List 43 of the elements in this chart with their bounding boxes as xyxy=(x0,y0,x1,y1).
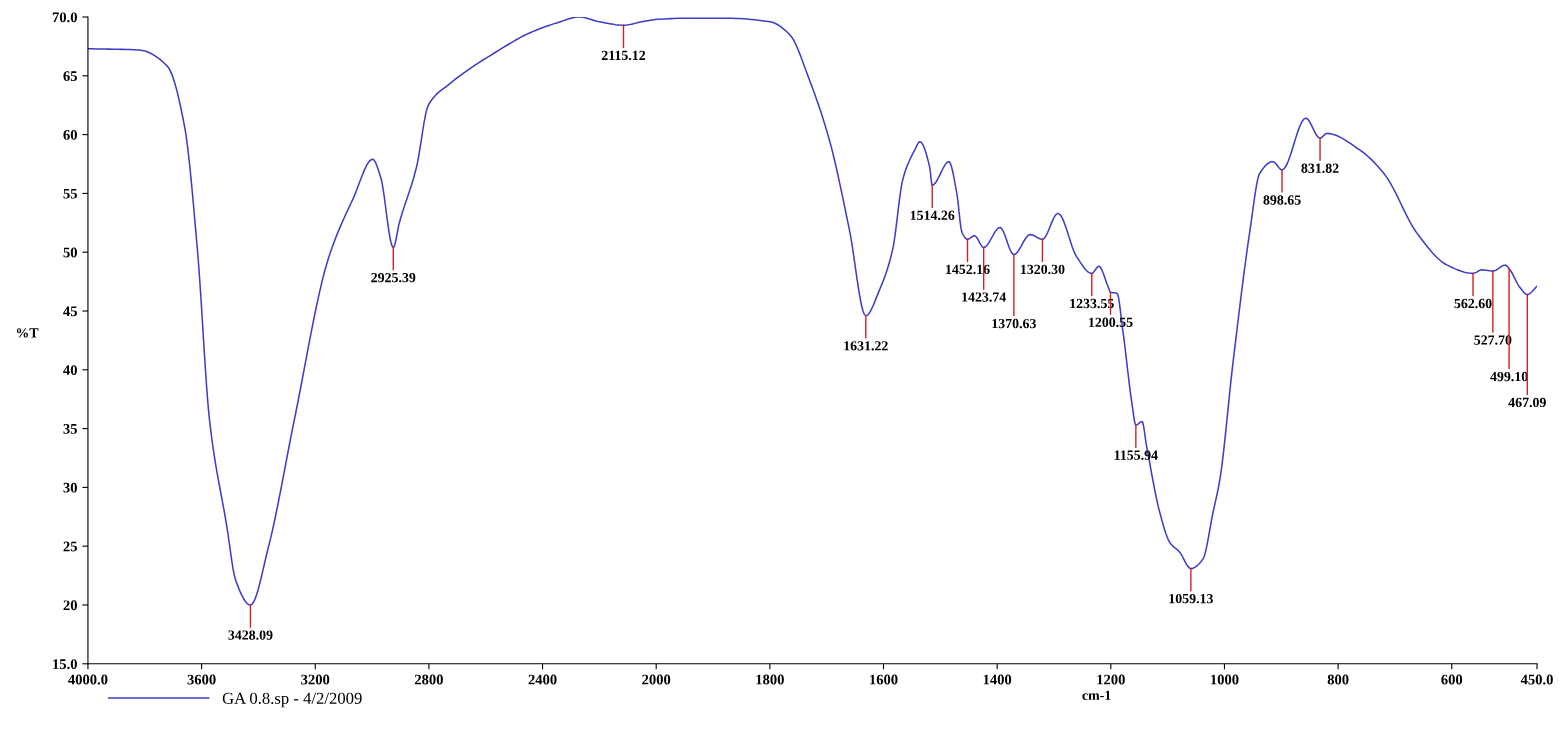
x-tick-label: 450.0 xyxy=(1520,674,1553,685)
y-tick-label: 40 xyxy=(63,365,77,375)
annotation: 467.09 xyxy=(1508,397,1546,408)
annotation: 2925.39 xyxy=(371,272,416,283)
annotation: 1320.30 xyxy=(1020,264,1065,275)
x-tick-label: 1000 xyxy=(1211,674,1239,685)
y-tick-label: 35 xyxy=(63,424,77,434)
x-tick-label: 3600 xyxy=(187,674,216,685)
annotation: 1370.63 xyxy=(992,318,1036,329)
x-tick-label: 2800 xyxy=(414,674,443,685)
y-tick-label: 45 xyxy=(63,306,77,317)
x-tick-label: 2000 xyxy=(642,674,671,685)
annotation: 562.60 xyxy=(1454,298,1492,309)
annotation: 1514.26 xyxy=(910,210,955,221)
y-tick-label: 50 xyxy=(63,247,77,258)
annotation: 3428.09 xyxy=(228,630,273,640)
annotation: 898.65 xyxy=(1263,195,1301,205)
x-tick-label: 4000.0 xyxy=(68,674,108,685)
x-tick-label: 1600 xyxy=(870,674,898,685)
y-tick-label: 60 xyxy=(63,129,77,140)
x-tick-label: 3200 xyxy=(301,674,330,685)
text: GA 0.8.sp - 4/2/2009 xyxy=(222,692,362,708)
x-tick-label: 1400 xyxy=(983,674,1012,685)
annotation: 831.82 xyxy=(1301,163,1339,173)
y-axis-title: %T xyxy=(16,328,39,338)
x-tick-label: 600 xyxy=(1441,674,1463,685)
x-axis-title: cm-1 xyxy=(1082,690,1111,700)
y-tick-label: 25 xyxy=(63,541,77,552)
annotation: 499.10 xyxy=(1490,371,1528,382)
annotation: 1631.22 xyxy=(844,341,888,351)
annotation: 1423.74 xyxy=(962,292,1006,302)
x-tick-label: 1200 xyxy=(1097,674,1125,685)
y-tick-label: 20 xyxy=(63,600,77,611)
y-tick-label: 55 xyxy=(63,188,77,199)
x-tick-label: 1800 xyxy=(756,674,784,685)
annotation: 2115.12 xyxy=(601,50,646,61)
x-tick-label: 800 xyxy=(1327,674,1349,685)
y-tick-label: 70.0 xyxy=(52,12,77,23)
annotation: 1059.13 xyxy=(1169,593,1213,604)
x-tick-label: 2400 xyxy=(528,674,557,685)
y-tick-label: 65 xyxy=(63,71,77,82)
y-tick-label: 15.0 xyxy=(53,659,77,670)
y-tick-label: 30 xyxy=(63,482,77,493)
